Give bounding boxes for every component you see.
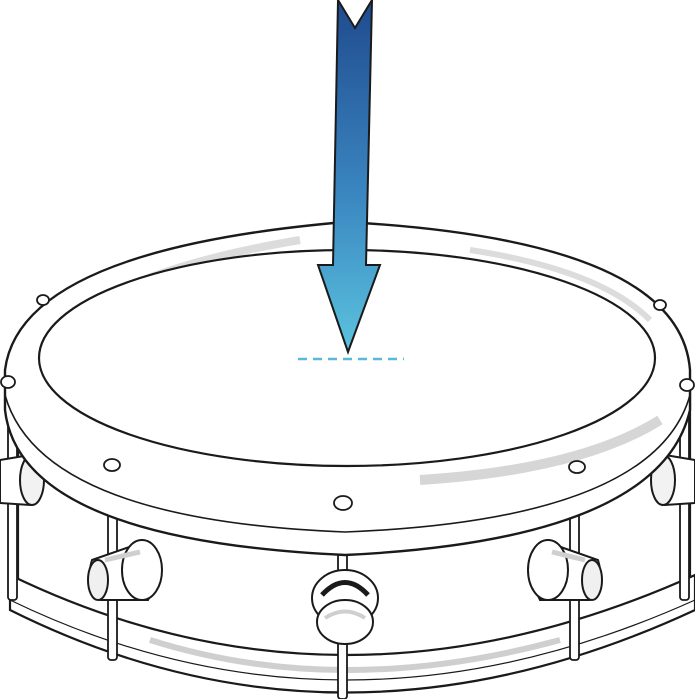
downward-arrow-icon	[316, 0, 382, 355]
lug-front-left	[87, 539, 163, 601]
lug-front-right	[527, 539, 603, 601]
lugs	[0, 453, 695, 645]
tension-rod-tips	[0, 294, 695, 511]
lug-front-center	[311, 569, 379, 645]
